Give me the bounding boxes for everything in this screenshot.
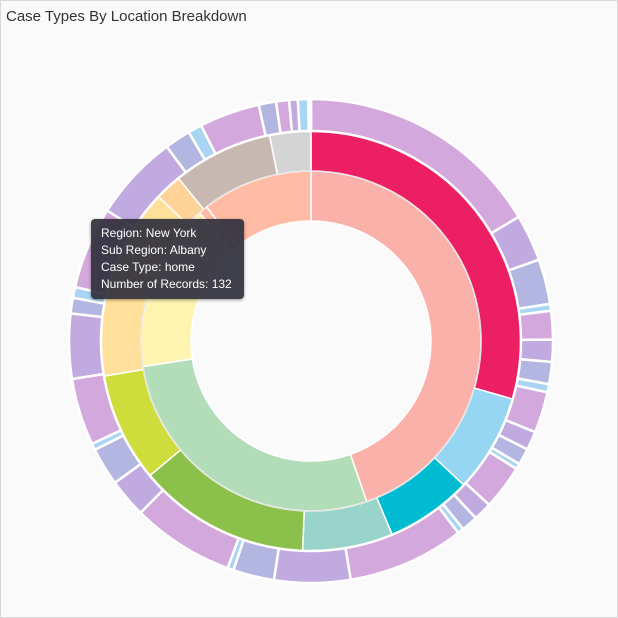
chart-tooltip: Region: New York Sub Region: Albany Case…	[91, 219, 244, 299]
case-type-segment[interactable]	[296, 97, 310, 133]
tooltip-sub-region: Sub Region: Albany	[101, 243, 207, 257]
tooltip-region: Region: New York	[101, 226, 197, 240]
chart-title: Case Types By Location Breakdown	[6, 8, 247, 25]
case-type-segment[interactable]	[272, 546, 353, 585]
case-type-segment[interactable]	[307, 97, 313, 133]
sub-region-segment[interactable]	[268, 130, 312, 176]
tooltip-case-type: Case Type: home	[101, 260, 195, 274]
case-type-segment[interactable]	[517, 309, 555, 342]
tooltip-records: Number of Records: 132	[101, 277, 232, 291]
case-type-segment[interactable]	[67, 312, 106, 381]
ring-separator	[140, 170, 482, 512]
